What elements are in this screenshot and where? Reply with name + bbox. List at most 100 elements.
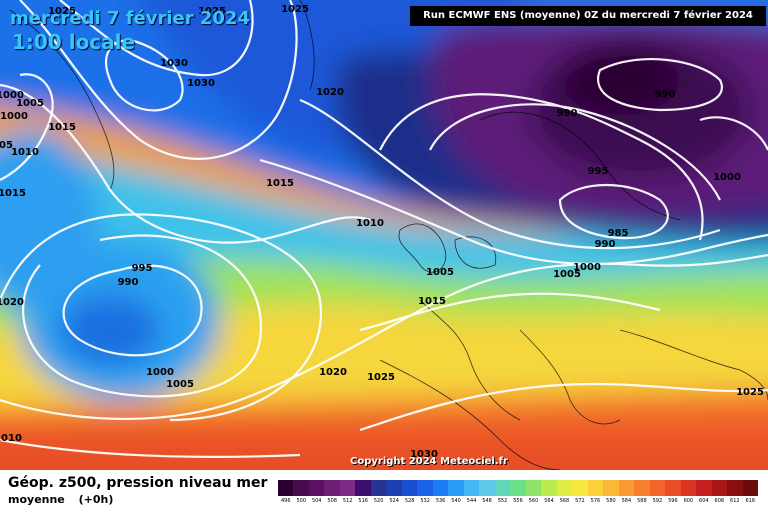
colorbar-label: 568 — [559, 498, 570, 504]
colorbar-label: 548 — [482, 498, 492, 504]
isobar-label: 1010 — [11, 147, 39, 158]
colorbar-label: 584 — [621, 498, 632, 504]
isobar-label: 1015 — [0, 188, 26, 199]
colorbar-swatch — [665, 480, 681, 496]
isobar-label: 1025 — [736, 387, 764, 398]
colorbar-label: 524 — [389, 498, 399, 504]
coastlines — [9, 0, 768, 470]
colorbar-swatch — [541, 480, 557, 496]
colorbar-swatch — [696, 480, 712, 496]
isobar-label: 1015 — [266, 178, 294, 189]
parameter-title: Géop. z500, pression niveau mer — [8, 475, 268, 491]
isobar-label: 1015 — [48, 122, 76, 133]
colorbar-swatch — [278, 480, 294, 496]
isobar-label: 990 — [118, 277, 139, 288]
colorbar-label: 528 — [404, 498, 415, 504]
isobar-label: 1020 — [316, 87, 344, 98]
isobar-label: 1030 — [410, 449, 438, 460]
parameter-subtitle: moyenne (+0h) — [8, 493, 123, 506]
colorbar-label: 564 — [544, 498, 554, 504]
date-title: mercredi 7 février 2024 — [10, 8, 250, 29]
colorbar-swatch — [510, 480, 526, 496]
colorbar-label: 496 — [280, 498, 291, 504]
colorbar-swatch — [634, 480, 650, 496]
isobar-label: 990 — [655, 89, 676, 100]
colorbar-swatch — [339, 480, 356, 496]
colorbar-label: 600 — [683, 498, 694, 504]
colorbar-swatch — [727, 480, 743, 496]
isobar-label: 1010 — [0, 433, 22, 444]
isobars — [0, 0, 768, 457]
colorbar-label: 608 — [714, 498, 725, 504]
isobar-label: 1025 — [198, 6, 226, 17]
colorbar-label: 532 — [420, 498, 430, 504]
isobar-label: 1005 — [553, 269, 581, 280]
colorbar-swatch — [401, 480, 418, 496]
colorbar-label: 592 — [652, 498, 663, 504]
colorbar-label: 540 — [451, 498, 461, 504]
isobar-label: 1030 — [160, 58, 188, 69]
colorbar-label: 576 — [590, 498, 601, 504]
isobar-label: 1020 — [0, 297, 24, 308]
colorbar-label: 504 — [311, 498, 322, 504]
colorbar-swatch — [618, 480, 635, 496]
isobar-label: 1005 — [166, 379, 194, 390]
colorbar-swatch — [448, 480, 464, 496]
product-label: moyenne — [8, 493, 65, 506]
colorbar-label: 556 — [513, 498, 523, 504]
colorbar-swatch — [494, 480, 511, 496]
colorbar-swatch — [370, 480, 387, 496]
colorbar-swatch — [293, 480, 309, 496]
copyright: Copyright 2024 Meteociel.fr — [350, 456, 508, 467]
isobar-label: 990 — [557, 108, 578, 119]
colorbar-label: 596 — [668, 498, 678, 504]
colorbar-label: 588 — [637, 498, 647, 504]
isobar-label: 995 — [588, 166, 609, 177]
isobar-label: 1005 — [426, 267, 454, 278]
colorbar-swatch — [355, 480, 371, 496]
colorbar-swatch — [479, 480, 495, 496]
footer: Géop. z500, pression niveau mer moyenne … — [0, 470, 768, 512]
colorbar-swatch — [711, 480, 728, 496]
colorbar-swatch — [603, 480, 619, 496]
colorbar-label: 604 — [699, 498, 709, 504]
colorbar-label: 508 — [327, 498, 337, 504]
colorbar-label: 552 — [497, 498, 508, 504]
colorbar-swatch — [417, 480, 433, 496]
isobar-label: 1025 — [367, 372, 395, 383]
colorbar-label: 512 — [342, 498, 353, 504]
isobar-label: 05 — [0, 140, 13, 151]
colorbar-label: 544 — [466, 498, 477, 504]
isobar-label: 1015 — [418, 296, 446, 307]
isobar-label: 1005 — [16, 98, 44, 109]
isobar-label: 1000 — [0, 90, 24, 101]
isobar-label: 1025 — [281, 4, 309, 15]
colorbar-label: 560 — [528, 498, 539, 504]
colorbar-label: 580 — [606, 498, 616, 504]
colorbar-swatch — [556, 480, 573, 496]
isobar-label: 1030 — [187, 78, 215, 89]
colorbar-labels: 496 500 504 508 512 516 520 524 528 532 536 540 544 5… — [278, 496, 758, 506]
colorbar-swatch — [680, 480, 697, 496]
colorbar-swatches — [278, 480, 759, 496]
colorbar-label: 500 — [296, 498, 306, 504]
weather-map: 1025102510251030103010001005100010151010… — [0, 0, 768, 470]
colorbar-label: 572 — [575, 498, 585, 504]
lead-time-label: (+0h) — [78, 493, 114, 506]
colorbar-label: 520 — [373, 498, 384, 504]
isobar-label: 1000 — [0, 111, 28, 122]
isobar-label: 1010 — [356, 218, 384, 229]
isobar-label: 985 — [608, 228, 629, 239]
colorbar-label: 516 — [358, 498, 368, 504]
isobar-label: 1000 — [146, 367, 174, 378]
isobar-label: 990 — [595, 239, 616, 250]
colorbar-swatch — [324, 480, 340, 496]
geopotential-field — [0, 0, 768, 470]
colorbar-swatch — [572, 480, 588, 496]
colorbar-label: 612 — [730, 498, 740, 504]
isobar-label: 1000 — [573, 262, 601, 273]
isobar-label: 1000 — [713, 172, 741, 183]
map-canvas: 1025102510251030103010001005100010151010… — [0, 0, 768, 470]
colorbar-swatch — [432, 480, 449, 496]
colorbar: 496 500 504 508 512 516 520 524 528 532 536 540 544 5… — [278, 480, 759, 508]
